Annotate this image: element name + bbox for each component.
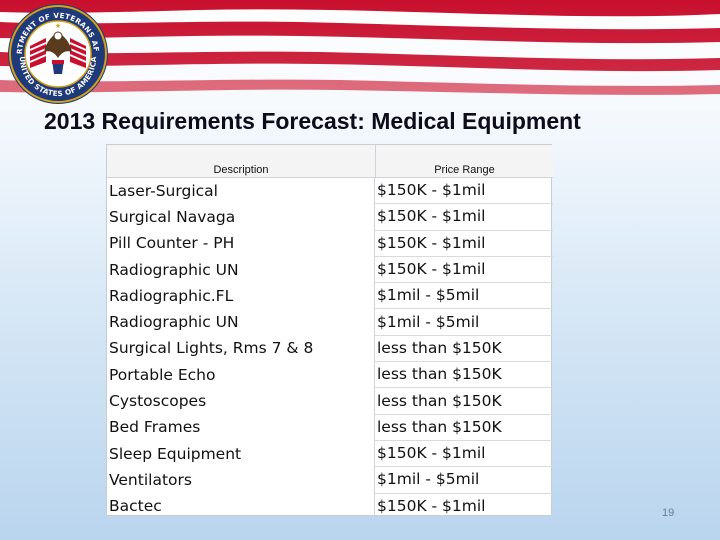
description-cell: Portable Echo — [107, 362, 375, 389]
table-header-row: Description Price Range — [107, 145, 553, 178]
price-range-cell: $150K - $1mil — [377, 496, 486, 515]
slide-title: 2013 Requirements Forecast: Medical Equi… — [44, 108, 581, 134]
table-row: Bactec $150K - $1mil — [107, 493, 553, 519]
table-row: Ventilators $1mil - $5mil — [107, 467, 553, 494]
table-row: Radiographic.FL $1mil - $5mil — [107, 283, 553, 310]
price-range-cell: $1mil - $5mil — [375, 467, 553, 494]
price-range-cell: $150K - $1mil — [375, 441, 553, 468]
table-row: Pill Counter - PH $150K - $1mil — [107, 230, 553, 257]
table-row: Radiographic UN $1mil - $5mil — [107, 309, 553, 336]
price-range-cell: less than $150K — [375, 415, 553, 441]
price-range-cell: $150K - $1mil — [375, 257, 553, 284]
equipment-table: Description Price Range Laser-Surgical $1… — [106, 144, 553, 519]
price-range-cell: $1mil - $5mil — [375, 283, 553, 310]
description-cell: Surgical Navaga — [107, 204, 375, 231]
price-range-cell: $150K - $1mil — [375, 231, 553, 257]
description-cell: Laser-Surgical — [107, 178, 375, 205]
page-number: 19 — [662, 507, 675, 519]
table-row: Surgical Navaga $150K - $1mil — [107, 204, 553, 231]
table-row: Laser-Surgical $150K - $1mil — [107, 178, 553, 205]
table-row: Radiographic UN $150K - $1mil — [107, 256, 553, 284]
price-range-cell: $1mil - $5mil — [375, 309, 553, 336]
description-cell: Sleep Equipment — [107, 440, 375, 468]
price-range-cell: $150K - $1mil — [375, 178, 553, 205]
description-cell: Bed Frames — [107, 414, 375, 441]
description-cell: Bactec — [107, 493, 375, 519]
table-row: Portable Echo less than $150K — [107, 362, 553, 389]
description-cell: Pill Counter - PH — [107, 230, 375, 257]
price-range-cell: less than $150K — [375, 388, 553, 415]
description-cell: Cystoscopes — [107, 388, 375, 415]
svg-text:★: ★ — [55, 22, 61, 30]
description-cell: Radiographic.FL — [107, 283, 375, 310]
table-row: Sleep Equipment $150K - $1mil — [107, 440, 553, 468]
price-range-cell: $150K - $1mil — [375, 204, 553, 231]
department-seal: ★ DEPARTMENT OF VETERANS AFFAIRS UNITED … — [3, 0, 110, 106]
description-cell: Ventilators — [107, 467, 375, 494]
table-row: Surgical Lights, Rms 7 & 8 less than $150… — [107, 335, 553, 363]
description-cell: Radiographic UN — [107, 256, 375, 284]
description-cell: Surgical Lights, Rms 7 & 8 — [107, 335, 375, 363]
table-row: Cystoscopes less than $150K — [107, 388, 553, 415]
column-header-description: Description — [107, 145, 375, 178]
price-range-cell: less than $150K — [375, 362, 553, 389]
equipment-table-grid: Description Price Range Laser-Surgical $1… — [107, 145, 553, 519]
column-header-price-range: Price Range — [375, 145, 553, 178]
price-range-cell: less than $150K — [375, 336, 553, 363]
flag-banner — [0, 0, 720, 110]
table-row: Bed Frames less than $150K — [107, 414, 553, 441]
description-cell: Radiographic UN — [107, 309, 375, 336]
